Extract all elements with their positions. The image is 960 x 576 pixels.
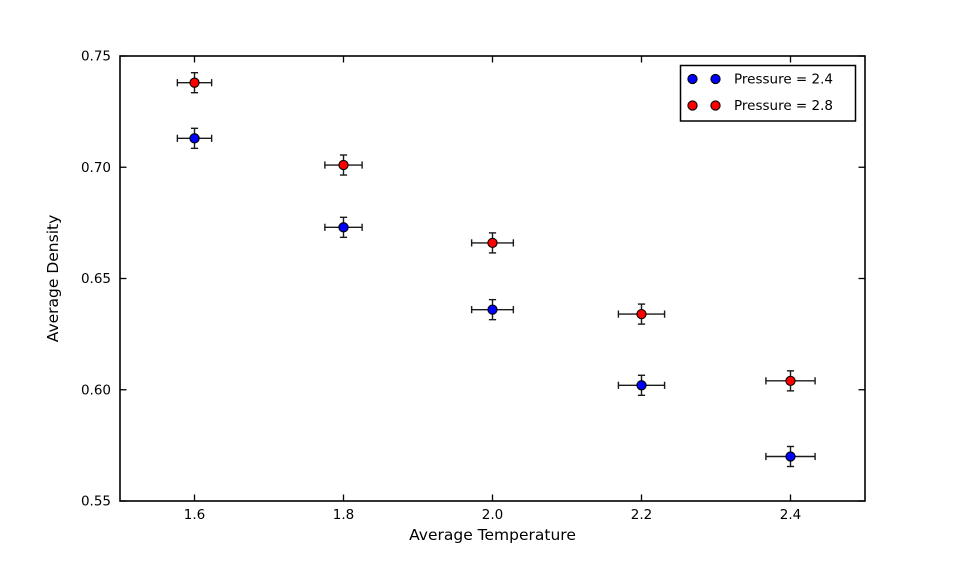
x-tick-label: 2.0 — [482, 507, 503, 523]
x-tick-label: 2.4 — [780, 507, 801, 523]
x-tick-label: 2.2 — [631, 507, 652, 523]
scatter-point — [636, 308, 647, 320]
legend-layer: Pressure = 2.4 Pressure = 2.8 — [679, 64, 857, 122]
legend-marker — [687, 100, 698, 111]
scatter-point — [487, 237, 498, 249]
scatter-point — [189, 77, 200, 88]
tick-labels-layer: 1.6 1.8 2.0 2.2 2.4 0.55 0.60 0.65 0.70 0.75 — [81, 49, 801, 524]
x-tick-label: 1.8 — [333, 507, 354, 523]
y-tick-label: 0.60 — [81, 382, 111, 398]
y-tick-label: 0.70 — [81, 160, 111, 176]
y-tick-label: 0.65 — [81, 271, 111, 287]
x-tick-label: 1.6 — [184, 507, 205, 523]
legend-label: Pressure = 2.4 — [734, 72, 833, 88]
scatter-point — [785, 375, 796, 386]
y-axis-label: Average Density — [44, 215, 62, 343]
scatter-point — [785, 451, 796, 462]
scatter-point — [338, 222, 349, 233]
ticks-layer — [120, 55, 865, 502]
scatter-point — [487, 304, 498, 315]
legend-marker — [710, 73, 721, 85]
y-tick-label: 0.55 — [81, 494, 111, 510]
series-layer — [176, 71, 816, 468]
legend-marker — [710, 100, 721, 111]
scatter-point — [338, 159, 349, 171]
series-pressure-2.8 — [176, 71, 816, 392]
legend-label: Pressure = 2.8 — [734, 98, 833, 114]
scatter-point — [636, 380, 647, 391]
x-axis-label: Average Temperature — [409, 526, 576, 544]
y-tick-label: 0.75 — [81, 49, 111, 65]
series-pressure-2.4 — [176, 127, 816, 468]
legend-marker — [687, 73, 698, 85]
axes-layer — [119, 55, 866, 502]
scatter-point — [189, 133, 200, 144]
plot-border — [119, 55, 866, 502]
legend-box — [679, 64, 857, 122]
